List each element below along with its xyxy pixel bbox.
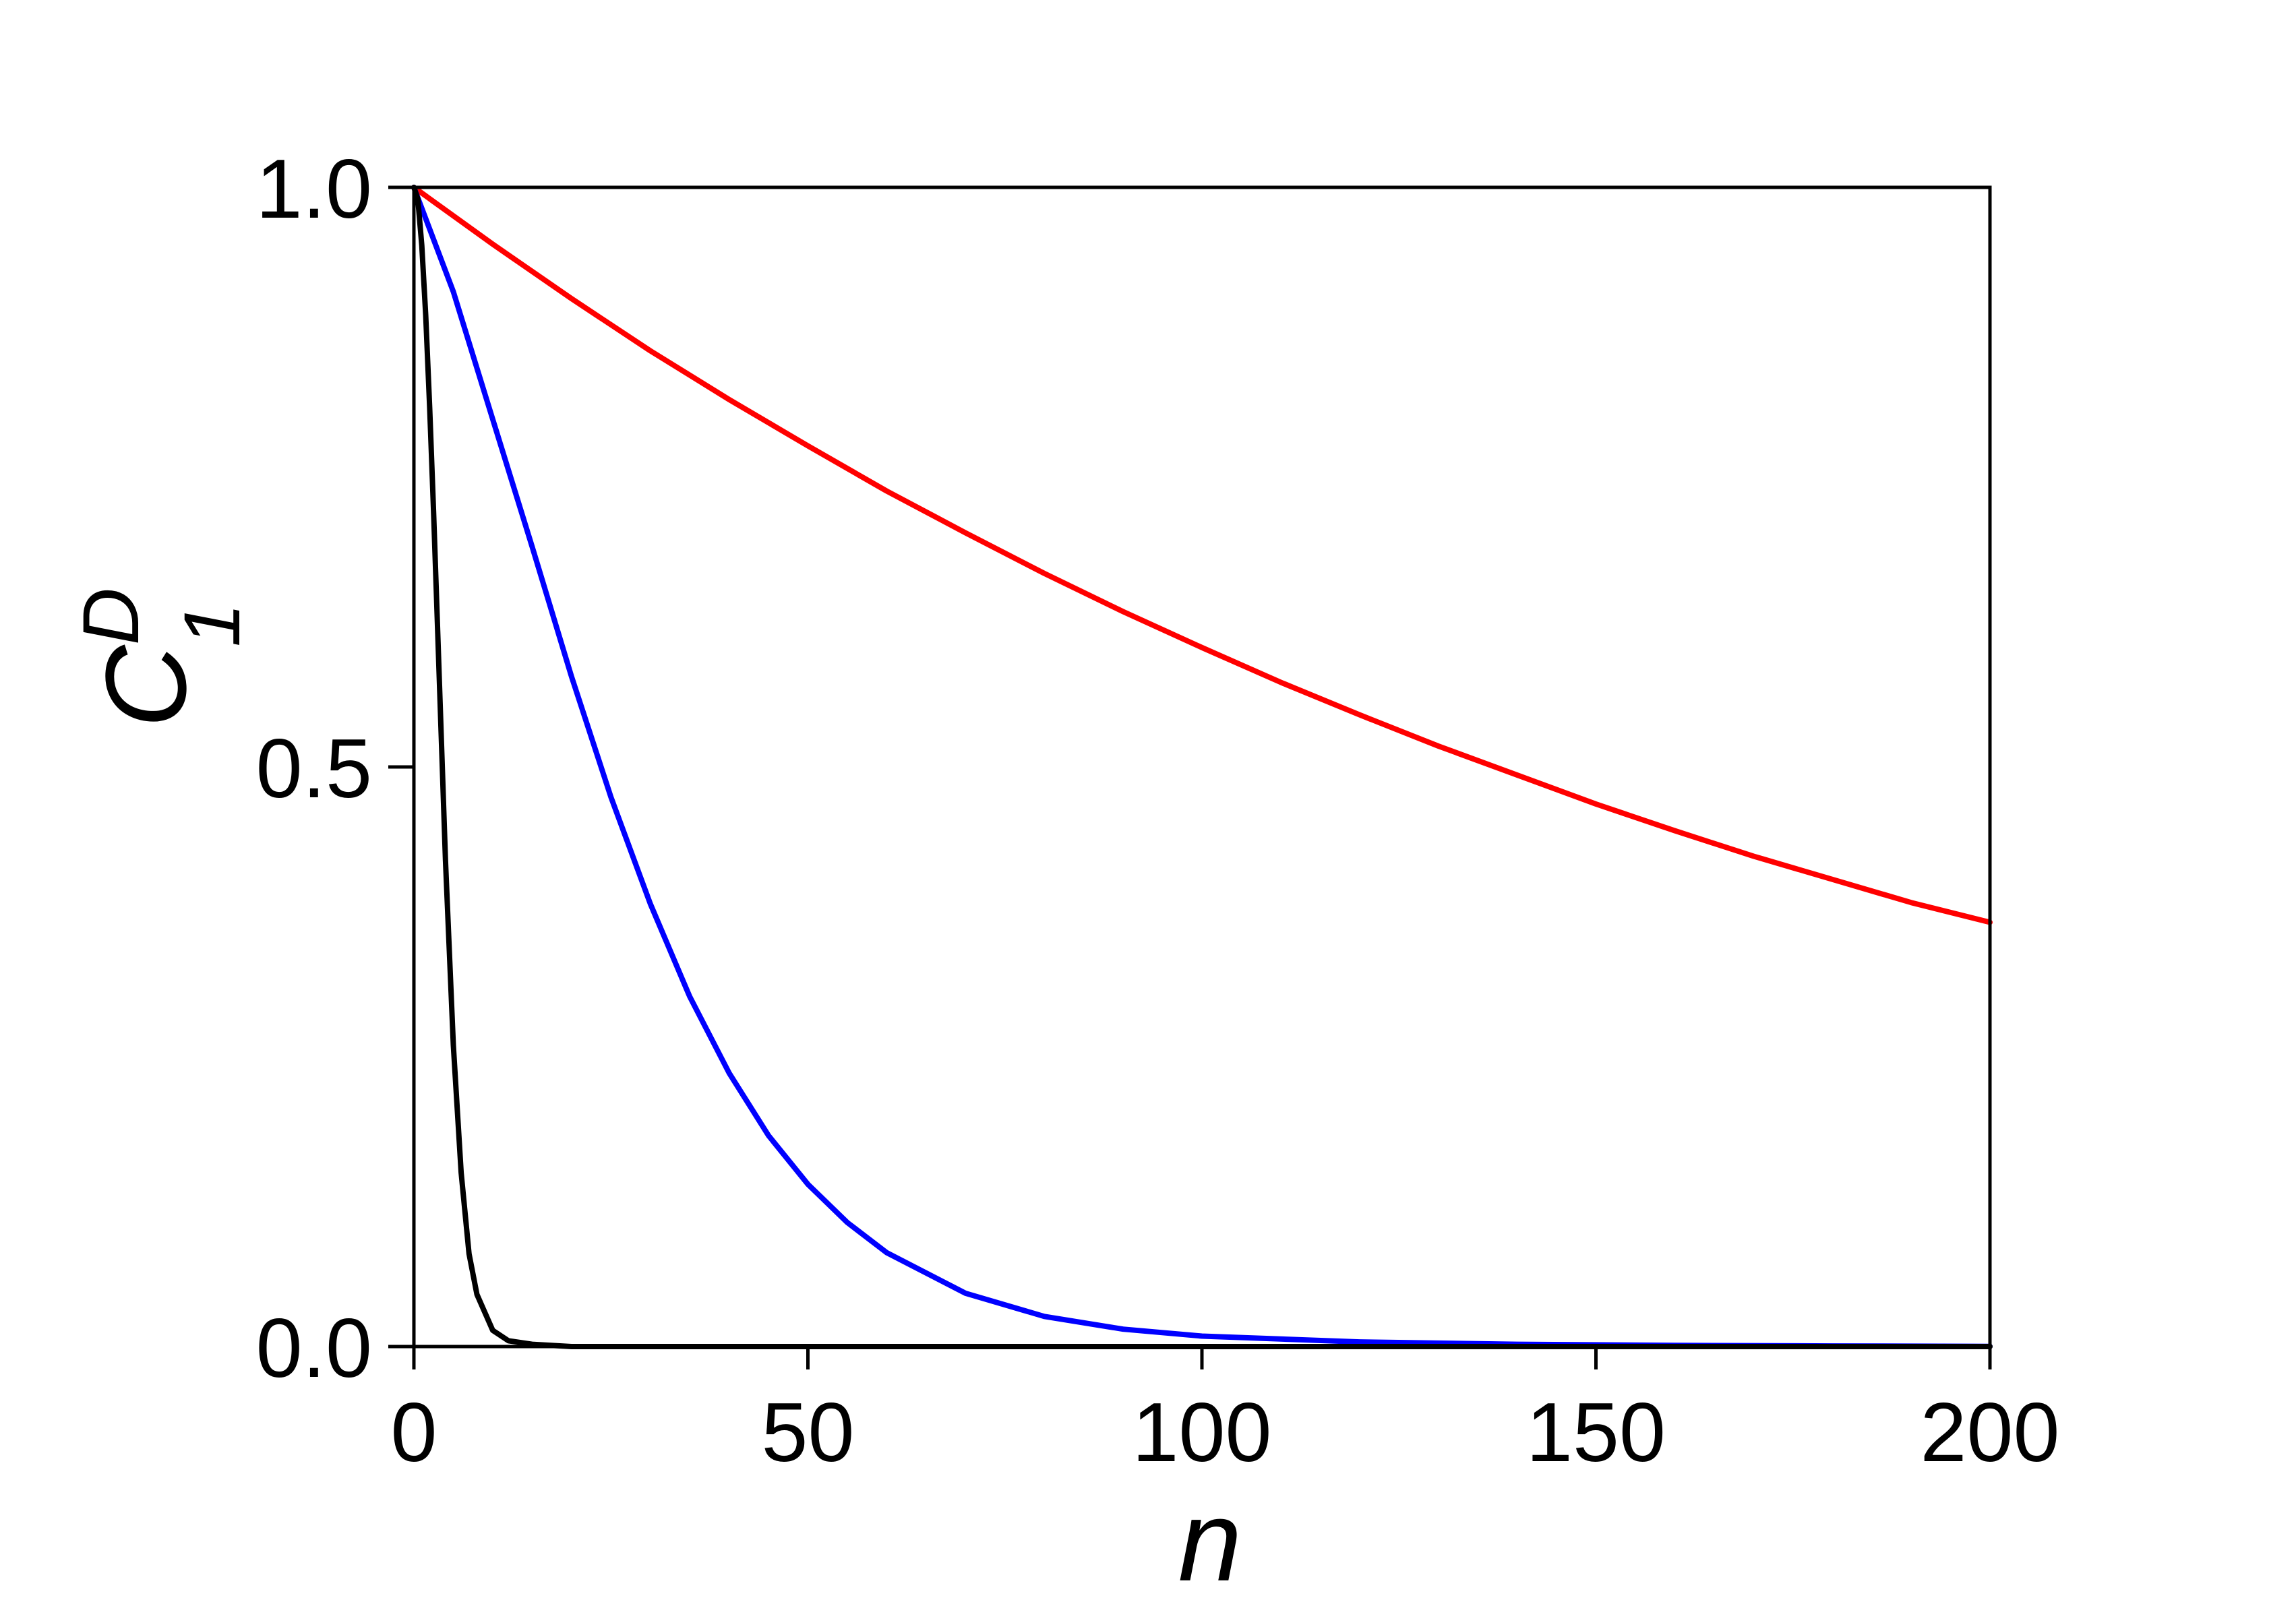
y-tick-label: 1.0	[256, 143, 372, 236]
x-tick-label: 150	[1526, 1386, 1666, 1479]
y-tick-label: 0.5	[256, 722, 372, 815]
y-axis-label: CD 1	[67, 588, 257, 728]
y-axis: 0.0 0.5 1.0	[256, 143, 414, 1395]
x-axis: 0 50 100 150 200	[391, 1347, 2060, 1479]
x-tick-label: 200	[1921, 1386, 2060, 1479]
x-tick-label: 50	[762, 1386, 855, 1479]
series-layer	[411, 185, 1993, 1349]
x-axis-label: n	[1178, 1477, 1242, 1604]
series-line-3	[411, 185, 1993, 1349]
plot-frame	[412, 185, 1992, 1349]
y-axis-label-base: C	[82, 644, 210, 728]
x-tick-label: 0	[391, 1386, 437, 1479]
series-line-2	[411, 185, 1993, 1349]
series-line-1	[411, 185, 1993, 925]
x-tick-label: 100	[1132, 1386, 1272, 1479]
y-axis-label-superscript: D	[67, 588, 156, 645]
y-tick-label: 0.0	[256, 1302, 372, 1395]
y-axis-label-text: CD	[67, 588, 210, 728]
y-axis-label-subscript: 1	[168, 603, 257, 647]
